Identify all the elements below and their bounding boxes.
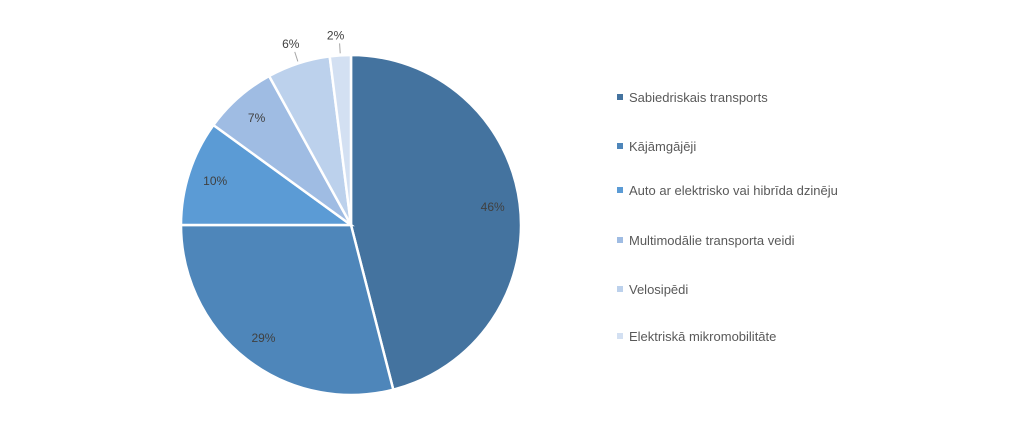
slice-label: 46% (481, 200, 505, 214)
legend-item: Velosipēdi (617, 281, 867, 299)
legend-swatch (617, 187, 623, 193)
legend-swatch (617, 237, 623, 243)
pie-slice (179, 123, 355, 227)
leader-line (339, 43, 341, 54)
legend-item: Multimodālie transporta veidi (617, 232, 867, 250)
legend-swatch (617, 333, 623, 339)
legend-swatch (617, 143, 623, 149)
slice-label: 6% (282, 37, 300, 51)
legend-label: Kājāmgājēji (629, 139, 697, 154)
slice-label: 2% (327, 28, 345, 42)
legend-label: Sabiedriskais transports (629, 90, 768, 105)
legend-item: Auto ar elektrisko vai hibrīda dzinēju (617, 182, 867, 200)
legend-item: Sabiedriskais transports (617, 89, 867, 107)
slice-label: 7% (248, 111, 266, 125)
legend-label: Velosipēdi (629, 282, 689, 297)
legend-label: Multimodālie transporta veidi (629, 233, 795, 248)
pie-slice (328, 53, 353, 226)
legend-item: Elektriskā mikromobilitāte (617, 328, 867, 346)
pie-slice (349, 53, 523, 392)
legend: Sabiedriskais transports Kājāmgājēji Auto … (617, 0, 877, 421)
legend-label: Auto ar elektrisko vai hibrīda dzinēju (629, 183, 838, 198)
pie-slice (179, 223, 395, 397)
legend-label: Elektriskā mikromobilitāte (629, 329, 777, 344)
legend-swatch (617, 94, 623, 100)
slice-label: 29% (251, 331, 275, 345)
leader-line (294, 51, 299, 62)
legend-item: Kājāmgājēji (617, 138, 867, 156)
legend-swatch (617, 286, 623, 292)
slice-label: 10% (203, 174, 227, 188)
